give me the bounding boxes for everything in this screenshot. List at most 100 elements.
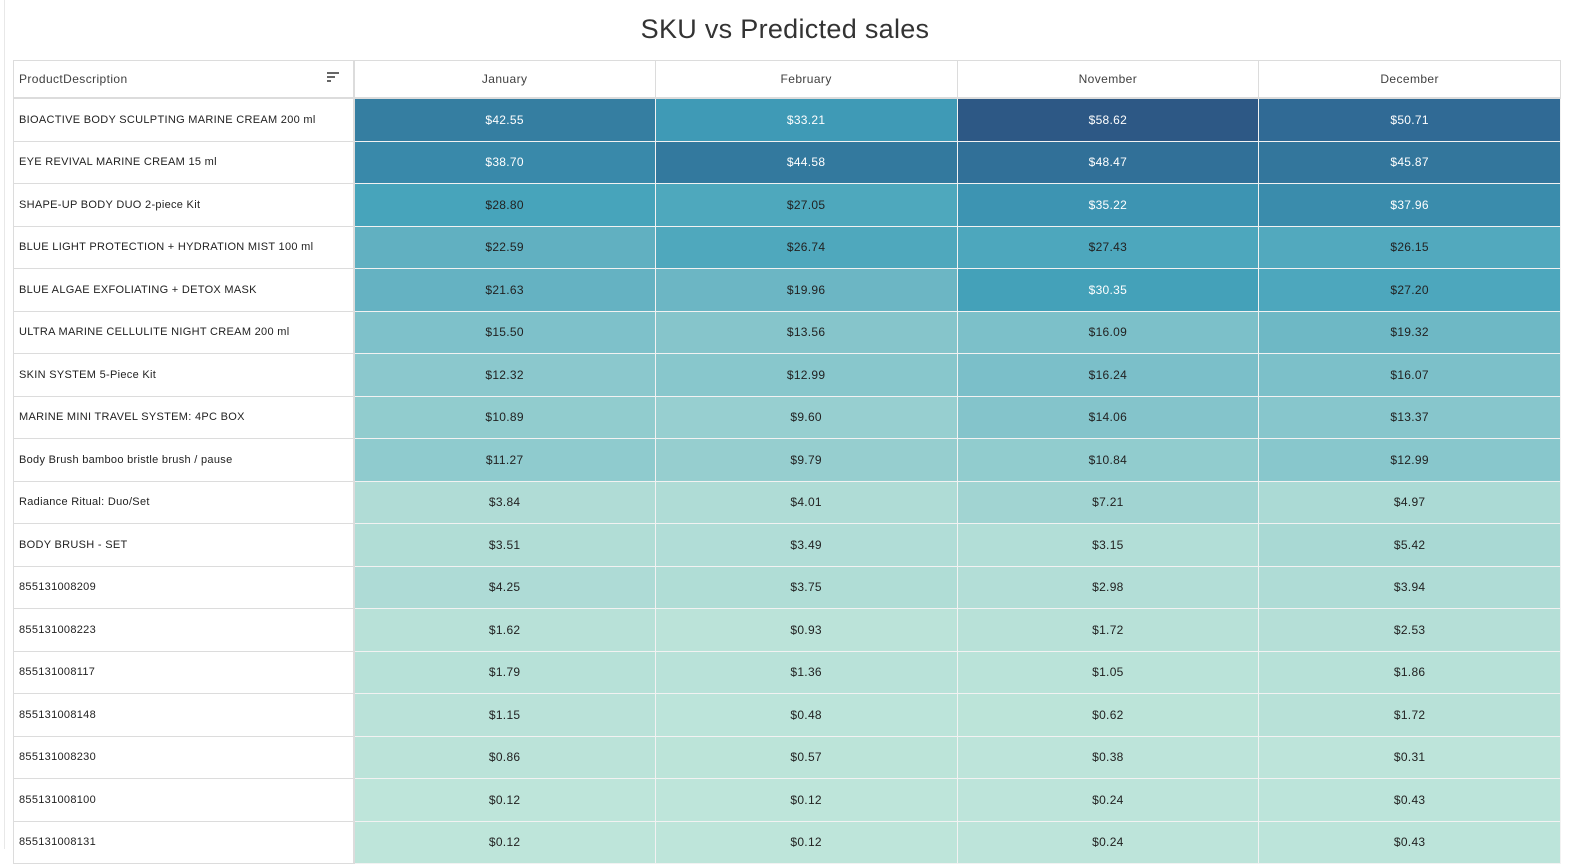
heatmap-cell[interactable]: $9.60	[654, 395, 958, 439]
heatmap-cell[interactable]: $0.31	[1258, 735, 1561, 779]
heatmap-cell[interactable]: $10.89	[353, 395, 656, 439]
heatmap-cell[interactable]: $3.94	[1258, 565, 1561, 609]
row-label: 855131008100	[13, 778, 355, 822]
heatmap-cell[interactable]: $26.74	[654, 225, 958, 269]
row-header-label: ProductDescription	[19, 72, 128, 86]
heatmap-cell[interactable]: $1.79	[353, 650, 656, 694]
heatmap-cell[interactable]: $45.87	[1258, 140, 1561, 184]
heatmap-cell[interactable]: $3.15	[956, 523, 1260, 567]
heatmap-cell[interactable]: $16.07	[1258, 353, 1561, 397]
heatmap-cell[interactable]: $27.05	[654, 183, 958, 227]
row-label: SKIN SYSTEM 5-Piece Kit	[13, 353, 355, 397]
heatmap-cell[interactable]: $0.12	[353, 820, 656, 864]
heatmap-cell[interactable]: $35.22	[956, 183, 1260, 227]
heatmap-cell[interactable]: $1.86	[1258, 650, 1561, 694]
heatmap-cell[interactable]: $1.15	[353, 693, 656, 737]
heatmap-cell[interactable]: $4.01	[654, 480, 958, 524]
heatmap-cell[interactable]: $0.93	[654, 608, 958, 652]
heatmap-cell[interactable]: $21.63	[353, 268, 656, 312]
heatmap-cell[interactable]: $0.12	[654, 778, 958, 822]
heatmap-cell[interactable]: $0.86	[353, 735, 656, 779]
table-row: BIOACTIVE BODY SCULPTING MARINE CREAM 20…	[13, 97, 1561, 142]
table-row: 855131008209 $4.25 $3.75 $2.98 $3.94	[13, 565, 1561, 609]
heatmap-cell[interactable]: $38.70	[353, 140, 656, 184]
heatmap-cell[interactable]: $5.42	[1258, 523, 1561, 567]
heatmap-cell[interactable]: $1.36	[654, 650, 958, 694]
table-row: Radiance Ritual: Duo/Set $3.84 $4.01 $7.21 $…	[13, 480, 1561, 524]
column-header-january[interactable]: January	[353, 60, 656, 99]
heatmap-cell[interactable]: $2.98	[956, 565, 1260, 609]
heatmap-cell[interactable]: $33.21	[654, 97, 958, 142]
heatmap-cell[interactable]: $0.43	[1258, 820, 1561, 864]
heatmap-cell[interactable]: $48.47	[956, 140, 1260, 184]
table-row: EYE REVIVAL MARINE CREAM 15 ml $38.70 $44.…	[13, 140, 1561, 184]
heatmap-cell[interactable]: $0.57	[654, 735, 958, 779]
heatmap-cell[interactable]: $4.25	[353, 565, 656, 609]
table-row: BODY BRUSH - SET $3.51 $3.49 $3.15 $5.42	[13, 523, 1561, 567]
heatmap-cell[interactable]: $0.48	[654, 693, 958, 737]
row-label: ULTRA MARINE CELLULITE NIGHT CREAM 200 m…	[13, 310, 355, 354]
heatmap-cell[interactable]: $14.06	[956, 395, 1260, 439]
heatmap-cell[interactable]: $22.59	[353, 225, 656, 269]
column-header-december[interactable]: December	[1258, 60, 1561, 99]
heatmap-cell[interactable]: $12.32	[353, 353, 656, 397]
header-row: ProductDescription January February Nove…	[13, 60, 1561, 99]
row-label: Radiance Ritual: Duo/Set	[13, 480, 355, 524]
row-label: 855131008223	[13, 608, 355, 652]
heatmap-cell[interactable]: $58.62	[956, 97, 1260, 142]
heatmap-cell[interactable]: $7.21	[956, 480, 1260, 524]
heatmap-cell[interactable]: $37.96	[1258, 183, 1561, 227]
heatmap-cell[interactable]: $0.43	[1258, 778, 1561, 822]
sort-icon[interactable]	[326, 72, 339, 84]
heatmap-cell[interactable]: $1.72	[1258, 693, 1561, 737]
heatmap-cell[interactable]: $16.24	[956, 353, 1260, 397]
heatmap-cell[interactable]: $3.75	[654, 565, 958, 609]
column-header-november[interactable]: November	[956, 60, 1260, 99]
heatmap-cell[interactable]: $10.84	[956, 438, 1260, 482]
heatmap-cell[interactable]: $1.62	[353, 608, 656, 652]
table-row: SHAPE-UP BODY DUO 2-piece Kit $28.80 $27.0…	[13, 183, 1561, 227]
heatmap-cell[interactable]: $0.24	[956, 820, 1260, 864]
heatmap-cell[interactable]: $27.43	[956, 225, 1260, 269]
heatmap-cell[interactable]: $11.27	[353, 438, 656, 482]
heatmap-cell[interactable]: $3.51	[353, 523, 656, 567]
heatmap-cell[interactable]: $44.58	[654, 140, 958, 184]
heatmap-cell[interactable]: $4.97	[1258, 480, 1561, 524]
heatmap-cell[interactable]: $30.35	[956, 268, 1260, 312]
table-row: 855131008100 $0.12 $0.12 $0.24 $0.43	[13, 778, 1561, 822]
row-label: SHAPE-UP BODY DUO 2-piece Kit	[13, 183, 355, 227]
heatmap-cell[interactable]: $50.71	[1258, 97, 1561, 142]
heatmap-cell[interactable]: $13.37	[1258, 395, 1561, 439]
row-header-product-description[interactable]: ProductDescription	[13, 60, 355, 99]
heatmap-cell[interactable]: $28.80	[353, 183, 656, 227]
table-row: BLUE LIGHT PROTECTION + HYDRATION MIST 1…	[13, 225, 1561, 269]
heatmap-cell[interactable]: $12.99	[1258, 438, 1561, 482]
heatmap-cell[interactable]: $13.56	[654, 310, 958, 354]
heatmap-cell[interactable]: $9.79	[654, 438, 958, 482]
heatmap-cell[interactable]: $26.15	[1258, 225, 1561, 269]
heatmap-cell[interactable]: $2.53	[1258, 608, 1561, 652]
row-label: 855131008230	[13, 735, 355, 779]
heatmap-cell[interactable]: $15.50	[353, 310, 656, 354]
heatmap-table: ProductDescription January February Nove…	[13, 60, 1561, 864]
table-row: 855131008148 $1.15 $0.48 $0.62 $1.72	[13, 693, 1561, 737]
heatmap-cell[interactable]: $0.62	[956, 693, 1260, 737]
heatmap-cell[interactable]: $0.38	[956, 735, 1260, 779]
heatmap-cell[interactable]: $0.24	[956, 778, 1260, 822]
row-label: 855131008131	[13, 820, 355, 864]
heatmap-cell[interactable]: $0.12	[353, 778, 656, 822]
heatmap-cell[interactable]: $3.84	[353, 480, 656, 524]
heatmap-cell[interactable]: $1.05	[956, 650, 1260, 694]
heatmap-cell[interactable]: $1.72	[956, 608, 1260, 652]
heatmap-cell[interactable]: $0.12	[654, 820, 958, 864]
table-row: ULTRA MARINE CELLULITE NIGHT CREAM 200 m…	[13, 310, 1561, 354]
heatmap-cell[interactable]: $42.55	[353, 97, 656, 142]
heatmap-cell[interactable]: $19.32	[1258, 310, 1561, 354]
heatmap-cell[interactable]: $12.99	[654, 353, 958, 397]
heatmap-cell[interactable]: $27.20	[1258, 268, 1561, 312]
heatmap-cell[interactable]: $3.49	[654, 523, 958, 567]
column-header-february[interactable]: February	[654, 60, 958, 99]
heatmap-cell[interactable]: $19.96	[654, 268, 958, 312]
heatmap-cell[interactable]: $16.09	[956, 310, 1260, 354]
row-label: BLUE LIGHT PROTECTION + HYDRATION MIST 1…	[13, 225, 355, 269]
